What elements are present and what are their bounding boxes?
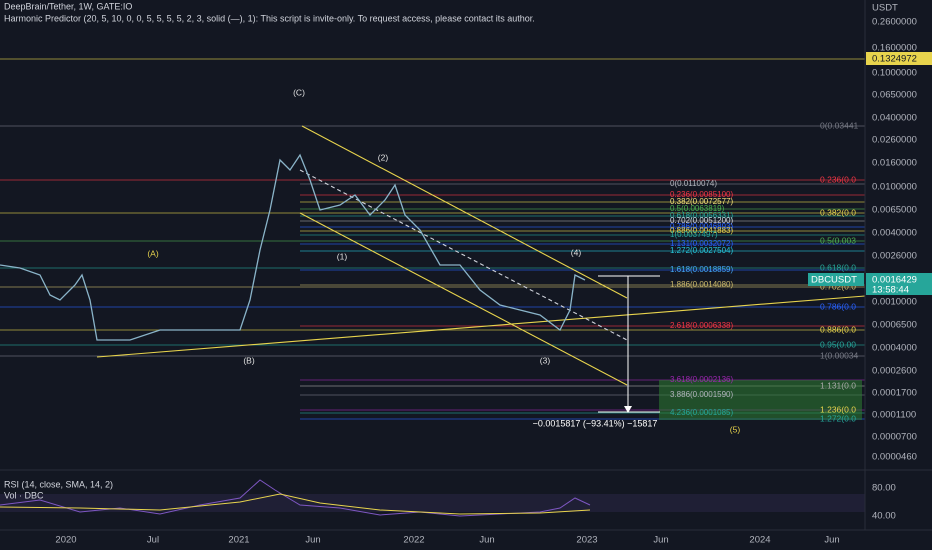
- fib-label: 3.886(0.0001590): [670, 390, 734, 399]
- price-label: 0.0010000: [872, 297, 917, 308]
- wave-label: (4): [571, 247, 582, 257]
- price-label: 0.0004000: [872, 343, 917, 354]
- fib-label: 1.886(0.0014080): [670, 280, 734, 289]
- time-label: 2022: [403, 535, 424, 546]
- fib-label: 1.272(0.0027504): [670, 246, 734, 255]
- time-label: 2023: [576, 535, 597, 546]
- symbol-bg: [808, 273, 864, 286]
- price-label: 0.0002600: [872, 366, 917, 377]
- rsi-label: 40.00: [872, 511, 896, 522]
- fib-label: 0.618(0.0: [820, 262, 856, 272]
- price-label: 0.0001700: [872, 388, 917, 399]
- fib-label: 0.618(0.0056331): [670, 211, 734, 220]
- fib-label: 1(0.00034: [820, 350, 859, 360]
- fib-label: 0.95(0.00: [820, 339, 856, 349]
- fib-label: 1(0.0037497): [670, 230, 718, 239]
- price-label: 0.0026000: [872, 251, 917, 262]
- fib-label: 1.131(0.0032072): [670, 239, 734, 248]
- price-label: 0.0400000: [872, 113, 917, 124]
- fib-label: 1.618(0.0018859): [670, 265, 734, 274]
- current-price: 0.0016429: [872, 275, 917, 286]
- measure-label: −0.0015817 (−93.41%) −15817: [533, 418, 658, 428]
- highlight-price: 0.1324972: [872, 54, 917, 65]
- price-label: 0.2600000: [872, 17, 917, 28]
- fib-label: 1.236(0.0: [820, 404, 856, 414]
- wave-label: (C): [293, 87, 305, 97]
- trend-line: [301, 125, 628, 299]
- fib-label: 0.382(0.0072577): [670, 197, 734, 206]
- price-label: 0.0260000: [872, 135, 917, 146]
- wave-label: (5): [730, 424, 741, 434]
- fib-label: 0.236(0.0085100): [670, 190, 734, 199]
- price-label: 0.0650000: [872, 90, 917, 101]
- chart-title: DeepBrain/Tether, 1W, GATE:IO: [4, 1, 132, 11]
- fib-label: 0.5(0.0063819): [670, 204, 725, 213]
- rsi-ma: [0, 493, 591, 515]
- rsi-band: [0, 494, 865, 512]
- rsi-line: [0, 479, 591, 517]
- fib-label: 1.131(0.0: [820, 380, 856, 390]
- wave-label: (1): [337, 251, 348, 261]
- wave-label: (2): [378, 152, 389, 162]
- volume-label: Vol · DBC: [4, 490, 44, 500]
- time-label: Jul: [147, 535, 159, 546]
- axis-unit: USDT: [872, 3, 898, 14]
- fib-label: 0.786(0.0: [820, 301, 856, 311]
- fib-label: 0.886(0.0: [820, 324, 856, 334]
- fib-label: 0.236(0.0: [820, 174, 856, 184]
- wave-label: (A): [147, 248, 159, 258]
- price-label: 0.1600000: [872, 43, 917, 54]
- trend-line: [96, 295, 866, 358]
- price-label: 0.0100000: [872, 182, 917, 193]
- fib-label: 0.5(0.003: [820, 235, 856, 245]
- fib-label: 0.702(0.0: [820, 281, 856, 291]
- drawings: [0, 58, 866, 517]
- price-label: 0.0001100: [872, 410, 916, 421]
- fib-label: 0(0.03441: [820, 120, 859, 130]
- price-label: 0.0006500: [872, 320, 917, 331]
- labels: 0(0.03441 0.236(0.0 0.382(0.0 0.5(0.003 0.61…: [147, 87, 858, 434]
- time-label: Jun: [479, 535, 494, 546]
- price-line: [0, 153, 586, 341]
- wave-label: (B): [243, 355, 255, 365]
- time-label: Jun: [305, 535, 320, 546]
- rsi-label: 80.00: [872, 483, 896, 494]
- fib-label: 3.618(0.0002136): [670, 375, 734, 384]
- measure-head: [624, 406, 632, 413]
- price-label: 0.1000000: [872, 68, 917, 79]
- price-label: 0.0040000: [872, 228, 917, 239]
- price-bg: [866, 273, 932, 295]
- fib-label: 4.236(0.0001085): [670, 408, 734, 417]
- price-label: 0.0160000: [872, 158, 917, 169]
- fib-label: 0.886(0.0041883): [670, 226, 734, 235]
- highlight-bg: [866, 52, 932, 65]
- fib-label: 1.272(0.0: [820, 413, 856, 423]
- rsi-label: RSI (14, close, SMA, 14, 2): [4, 479, 113, 489]
- price-label: 0.0000460: [872, 452, 917, 463]
- price-label: 0.0065000: [872, 205, 917, 216]
- indicator-title: Harmonic Predictor (20, 5, 10, 0, 0, 5, …: [4, 13, 535, 23]
- time-label: 2021: [228, 535, 249, 546]
- time-label: Jun: [653, 535, 668, 546]
- trend-line: [299, 212, 628, 386]
- time-label: 2024: [749, 535, 770, 546]
- target-zone: [659, 380, 862, 420]
- fib-label: 2.618(0.0006338): [670, 321, 734, 330]
- price-label: 0.0000700: [872, 432, 917, 443]
- trend-line: [299, 169, 628, 341]
- symbol: DBCUSDT: [811, 275, 857, 286]
- time-label: 2020: [55, 535, 76, 546]
- countdown: 13:58:44: [872, 285, 909, 296]
- fib-label: 0(0.0110074): [670, 179, 717, 188]
- time-label: Jun: [824, 535, 839, 546]
- fib-label: 0.702(0.0051200): [670, 216, 734, 225]
- wave-label: (3): [540, 355, 551, 365]
- fib-label: 0.382(0.0: [820, 207, 856, 217]
- fib-label: 0.786(0.0046893): [670, 222, 734, 231]
